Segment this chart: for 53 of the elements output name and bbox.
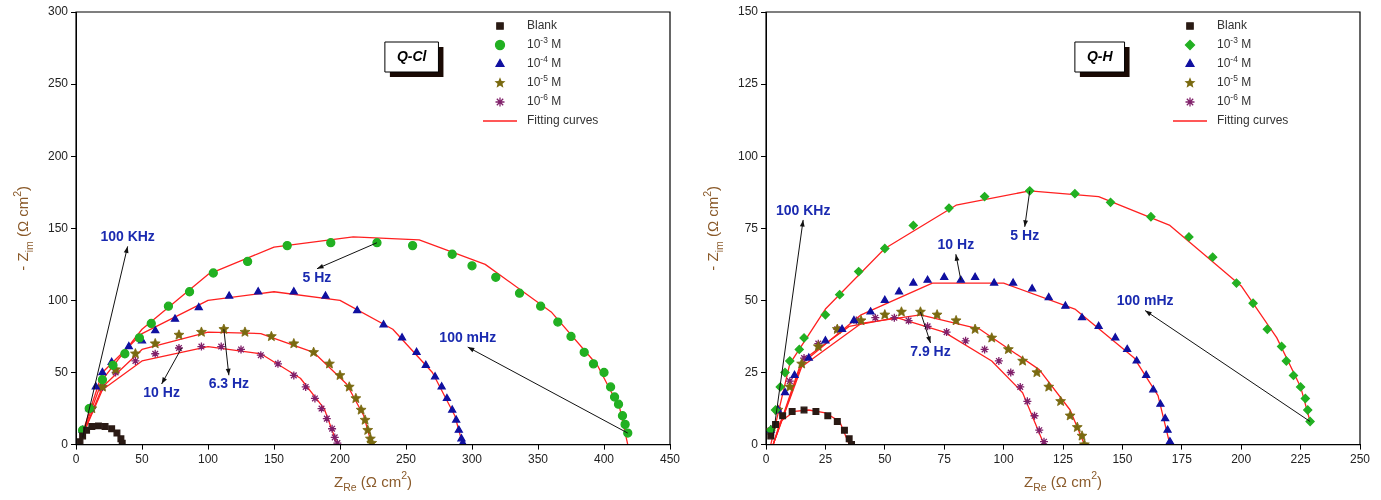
legend-label: Blank bbox=[1217, 18, 1249, 33]
x-tick-label: 100 bbox=[993, 452, 1014, 467]
text: Q-H bbox=[1086, 47, 1114, 64]
y-axis-title: - Zim (Ω cm2) bbox=[700, 185, 725, 271]
y-tick-label: 0 bbox=[61, 436, 69, 451]
x-tick-label: 300 bbox=[461, 452, 483, 467]
annotation: 100 mHz bbox=[1116, 292, 1174, 309]
x-tick-label: 250 bbox=[1349, 452, 1371, 467]
y-tick-label: 25 bbox=[744, 364, 759, 379]
y-tick-label: 300 bbox=[47, 4, 69, 19]
y-tick-label: 75 bbox=[744, 220, 759, 235]
x-tick-label: 450 bbox=[659, 452, 681, 467]
text: Q-Cl bbox=[396, 47, 428, 64]
x-tick-label: 50 bbox=[878, 452, 892, 467]
y-tick-label: 200 bbox=[47, 148, 69, 163]
y-tick-label: 150 bbox=[737, 4, 759, 19]
x-tick-label: 150 bbox=[1112, 452, 1133, 467]
x-tick-label: 225 bbox=[1290, 452, 1311, 467]
annotation: 6.3 Hz bbox=[208, 375, 250, 392]
x-tick-label: 200 bbox=[330, 452, 351, 467]
y-tick-label: 50 bbox=[744, 292, 759, 307]
legend-label: Blank bbox=[527, 18, 559, 33]
x-tick-label: 125 bbox=[1053, 452, 1074, 467]
x-tick-label: 25 bbox=[818, 452, 833, 467]
x-tick-label: 100 bbox=[198, 452, 219, 467]
y-tick-label: 100 bbox=[737, 148, 759, 163]
x-tick-label: 0 bbox=[72, 452, 80, 467]
y-tick-label: 100 bbox=[47, 292, 69, 307]
legend-label: Fitting curves bbox=[1217, 113, 1289, 128]
y-tick-label: 125 bbox=[737, 76, 759, 91]
legend-label: Fitting curves bbox=[527, 113, 599, 128]
annotation: 10 Hz bbox=[143, 383, 180, 400]
y-tick-label: 150 bbox=[47, 220, 69, 235]
y-tick-label: 50 bbox=[54, 364, 69, 379]
x-tick-label: 250 bbox=[395, 452, 417, 467]
annotation: 10 Hz bbox=[937, 236, 975, 253]
annotation: 5 Hz bbox=[1010, 226, 1040, 243]
x-tick-label: 200 bbox=[1231, 452, 1252, 467]
annotation: 7.9 Hz bbox=[910, 342, 951, 359]
y-tick-label: 0 bbox=[751, 436, 759, 451]
x-tick-label: 175 bbox=[1171, 452, 1193, 467]
y-tick-label: 250 bbox=[47, 76, 69, 91]
x-tick-label: 75 bbox=[937, 452, 952, 467]
x-tick-label: 50 bbox=[135, 452, 150, 467]
x-tick-label: 350 bbox=[527, 452, 549, 467]
y-axis-title: - Zim (Ω cm2) bbox=[10, 185, 35, 271]
x-tick-label: 0 bbox=[762, 452, 770, 467]
x-tick-label: 150 bbox=[264, 452, 285, 467]
annotation: 100 KHz bbox=[775, 201, 831, 218]
annotation: 100 KHz bbox=[100, 228, 155, 245]
annotation: 100 mHz bbox=[439, 328, 497, 345]
annotation: 5 Hz bbox=[302, 268, 332, 285]
x-tick-label: 400 bbox=[593, 452, 615, 467]
